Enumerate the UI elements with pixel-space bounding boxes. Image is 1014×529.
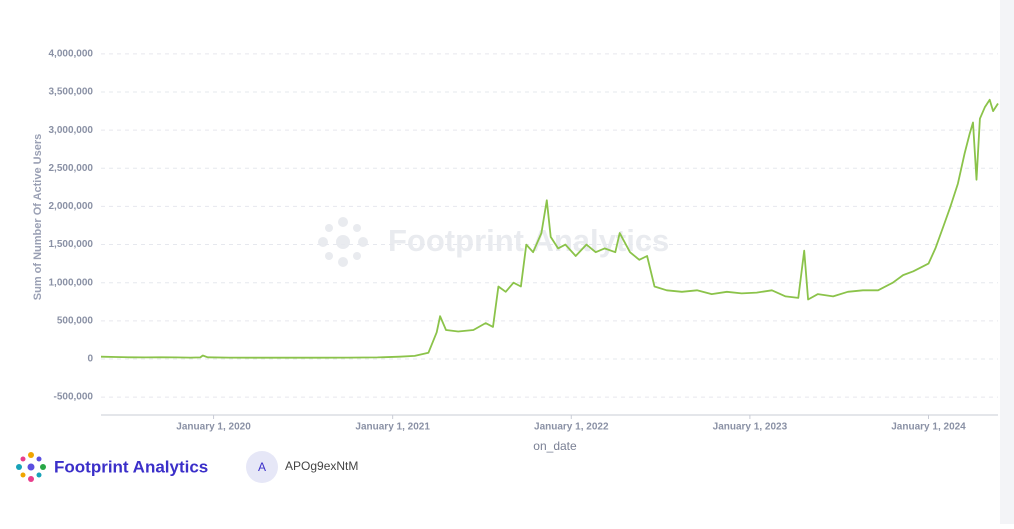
- watermark: Footprint Analytics: [388, 223, 669, 258]
- x-tick-label: January 1, 2023: [713, 422, 788, 433]
- y-tick-label: 3,000,000: [49, 125, 94, 136]
- x-tick-label: January 1, 2024: [891, 422, 966, 433]
- line: [100, 98, 999, 359]
- y-tick-label: 2,500,000: [49, 163, 94, 174]
- y-tick-label: 1,000,000: [49, 277, 94, 288]
- watermark-logo: [318, 217, 368, 267]
- y-axis-label: Sum of Number Of Active Users: [32, 134, 44, 300]
- footer: Footprint Analytics A APOg9exNtM: [16, 451, 358, 483]
- x-tick-label: January 1, 2022: [534, 422, 609, 433]
- y-tick-label: 500,000: [57, 315, 94, 326]
- x-tick-label: January 1, 2021: [355, 422, 430, 433]
- x-axis-label: on_date: [533, 439, 577, 453]
- y-tick-label: 4,000,000: [49, 49, 94, 60]
- avatar-letter: A: [258, 460, 266, 474]
- y-tick-label: 3,500,000: [49, 87, 94, 98]
- scrollbar: [1000, 0, 1014, 524]
- user-name: APOg9exNtM: [285, 459, 358, 473]
- brand-name: Footprint Analytics: [54, 457, 208, 476]
- y-tick-label: 1,500,000: [49, 239, 94, 250]
- y-tick-label: 2,000,000: [49, 201, 94, 212]
- y-tick-label: -500,000: [54, 392, 94, 403]
- x-tick-label: January 1, 2020: [176, 422, 251, 433]
- brand-logo: [16, 452, 46, 482]
- avatar: [246, 451, 278, 483]
- y-tick-label: 0: [87, 354, 93, 365]
